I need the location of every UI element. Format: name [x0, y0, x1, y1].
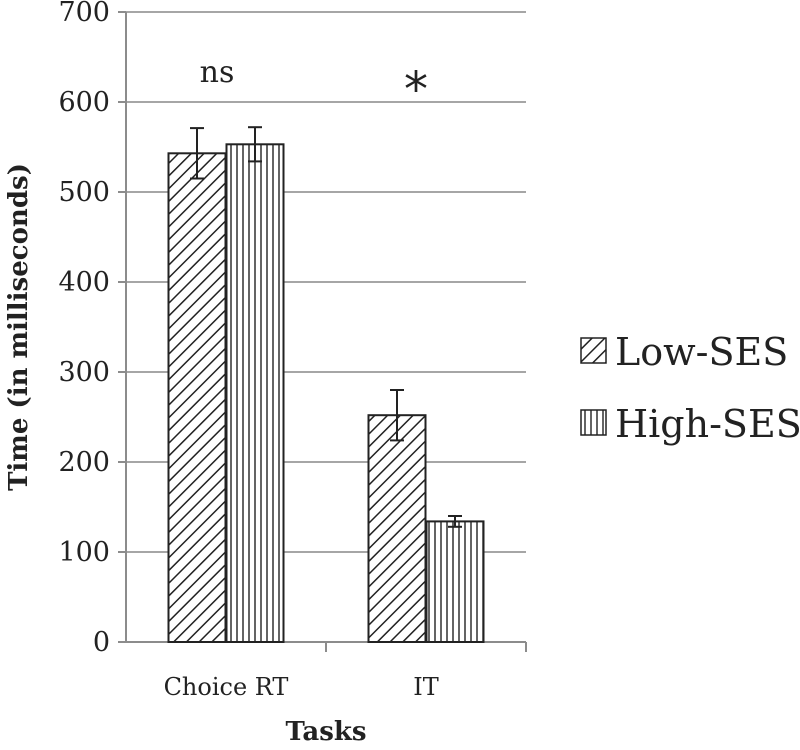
bar-high-ses-1: [425, 520, 485, 644]
error-bars: [190, 126, 462, 528]
legend-label-high-ses: High-SES: [615, 402, 800, 446]
y-tick-label-600: 600: [58, 87, 110, 118]
annotation-significance-star: *: [404, 62, 428, 118]
legend-swatch-low-ses: [580, 337, 607, 364]
bar-low-ses-0: [167, 152, 227, 644]
legend-swatch-high-ses: [580, 409, 607, 436]
y-tick-label-100: 100: [58, 537, 110, 568]
y-tick-label-0: 0: [93, 627, 110, 658]
x-axis-title: Tasks: [286, 717, 367, 745]
error-bar-high-ses-1: [448, 515, 462, 528]
legend-entry-high-ses: High-SES: [580, 402, 800, 446]
y-tick-label-500: 500: [58, 177, 110, 208]
y-tick-label-200: 200: [58, 447, 110, 478]
error-bar-low-ses-1: [390, 389, 404, 442]
y-tick-label-300: 300: [58, 357, 110, 388]
error-bar-high-ses-0: [248, 126, 262, 163]
error-bar-low-ses-0: [190, 127, 204, 180]
legend-entry-low-ses: Low-SES: [580, 330, 788, 374]
legend: Low-SES High-SES: [580, 330, 800, 446]
y-tick-labels: 0 100 200 300 400 500 600 700: [58, 0, 110, 658]
legend-label-low-ses: Low-SES: [615, 330, 788, 374]
annotation-ns: ns: [200, 55, 235, 90]
x-tick-label-1: IT: [413, 673, 439, 701]
y-axis-title: Time (in milliseconds): [4, 163, 34, 491]
x-tick-labels: Choice RT IT: [164, 673, 439, 701]
bar-low-ses-1: [367, 414, 427, 644]
y-tick-label-400: 400: [58, 267, 110, 298]
bars: [167, 143, 485, 644]
y-tick-label-700: 700: [58, 0, 110, 28]
x-tick-label-0: Choice RT: [164, 673, 289, 701]
bar-high-ses-0: [225, 143, 285, 644]
